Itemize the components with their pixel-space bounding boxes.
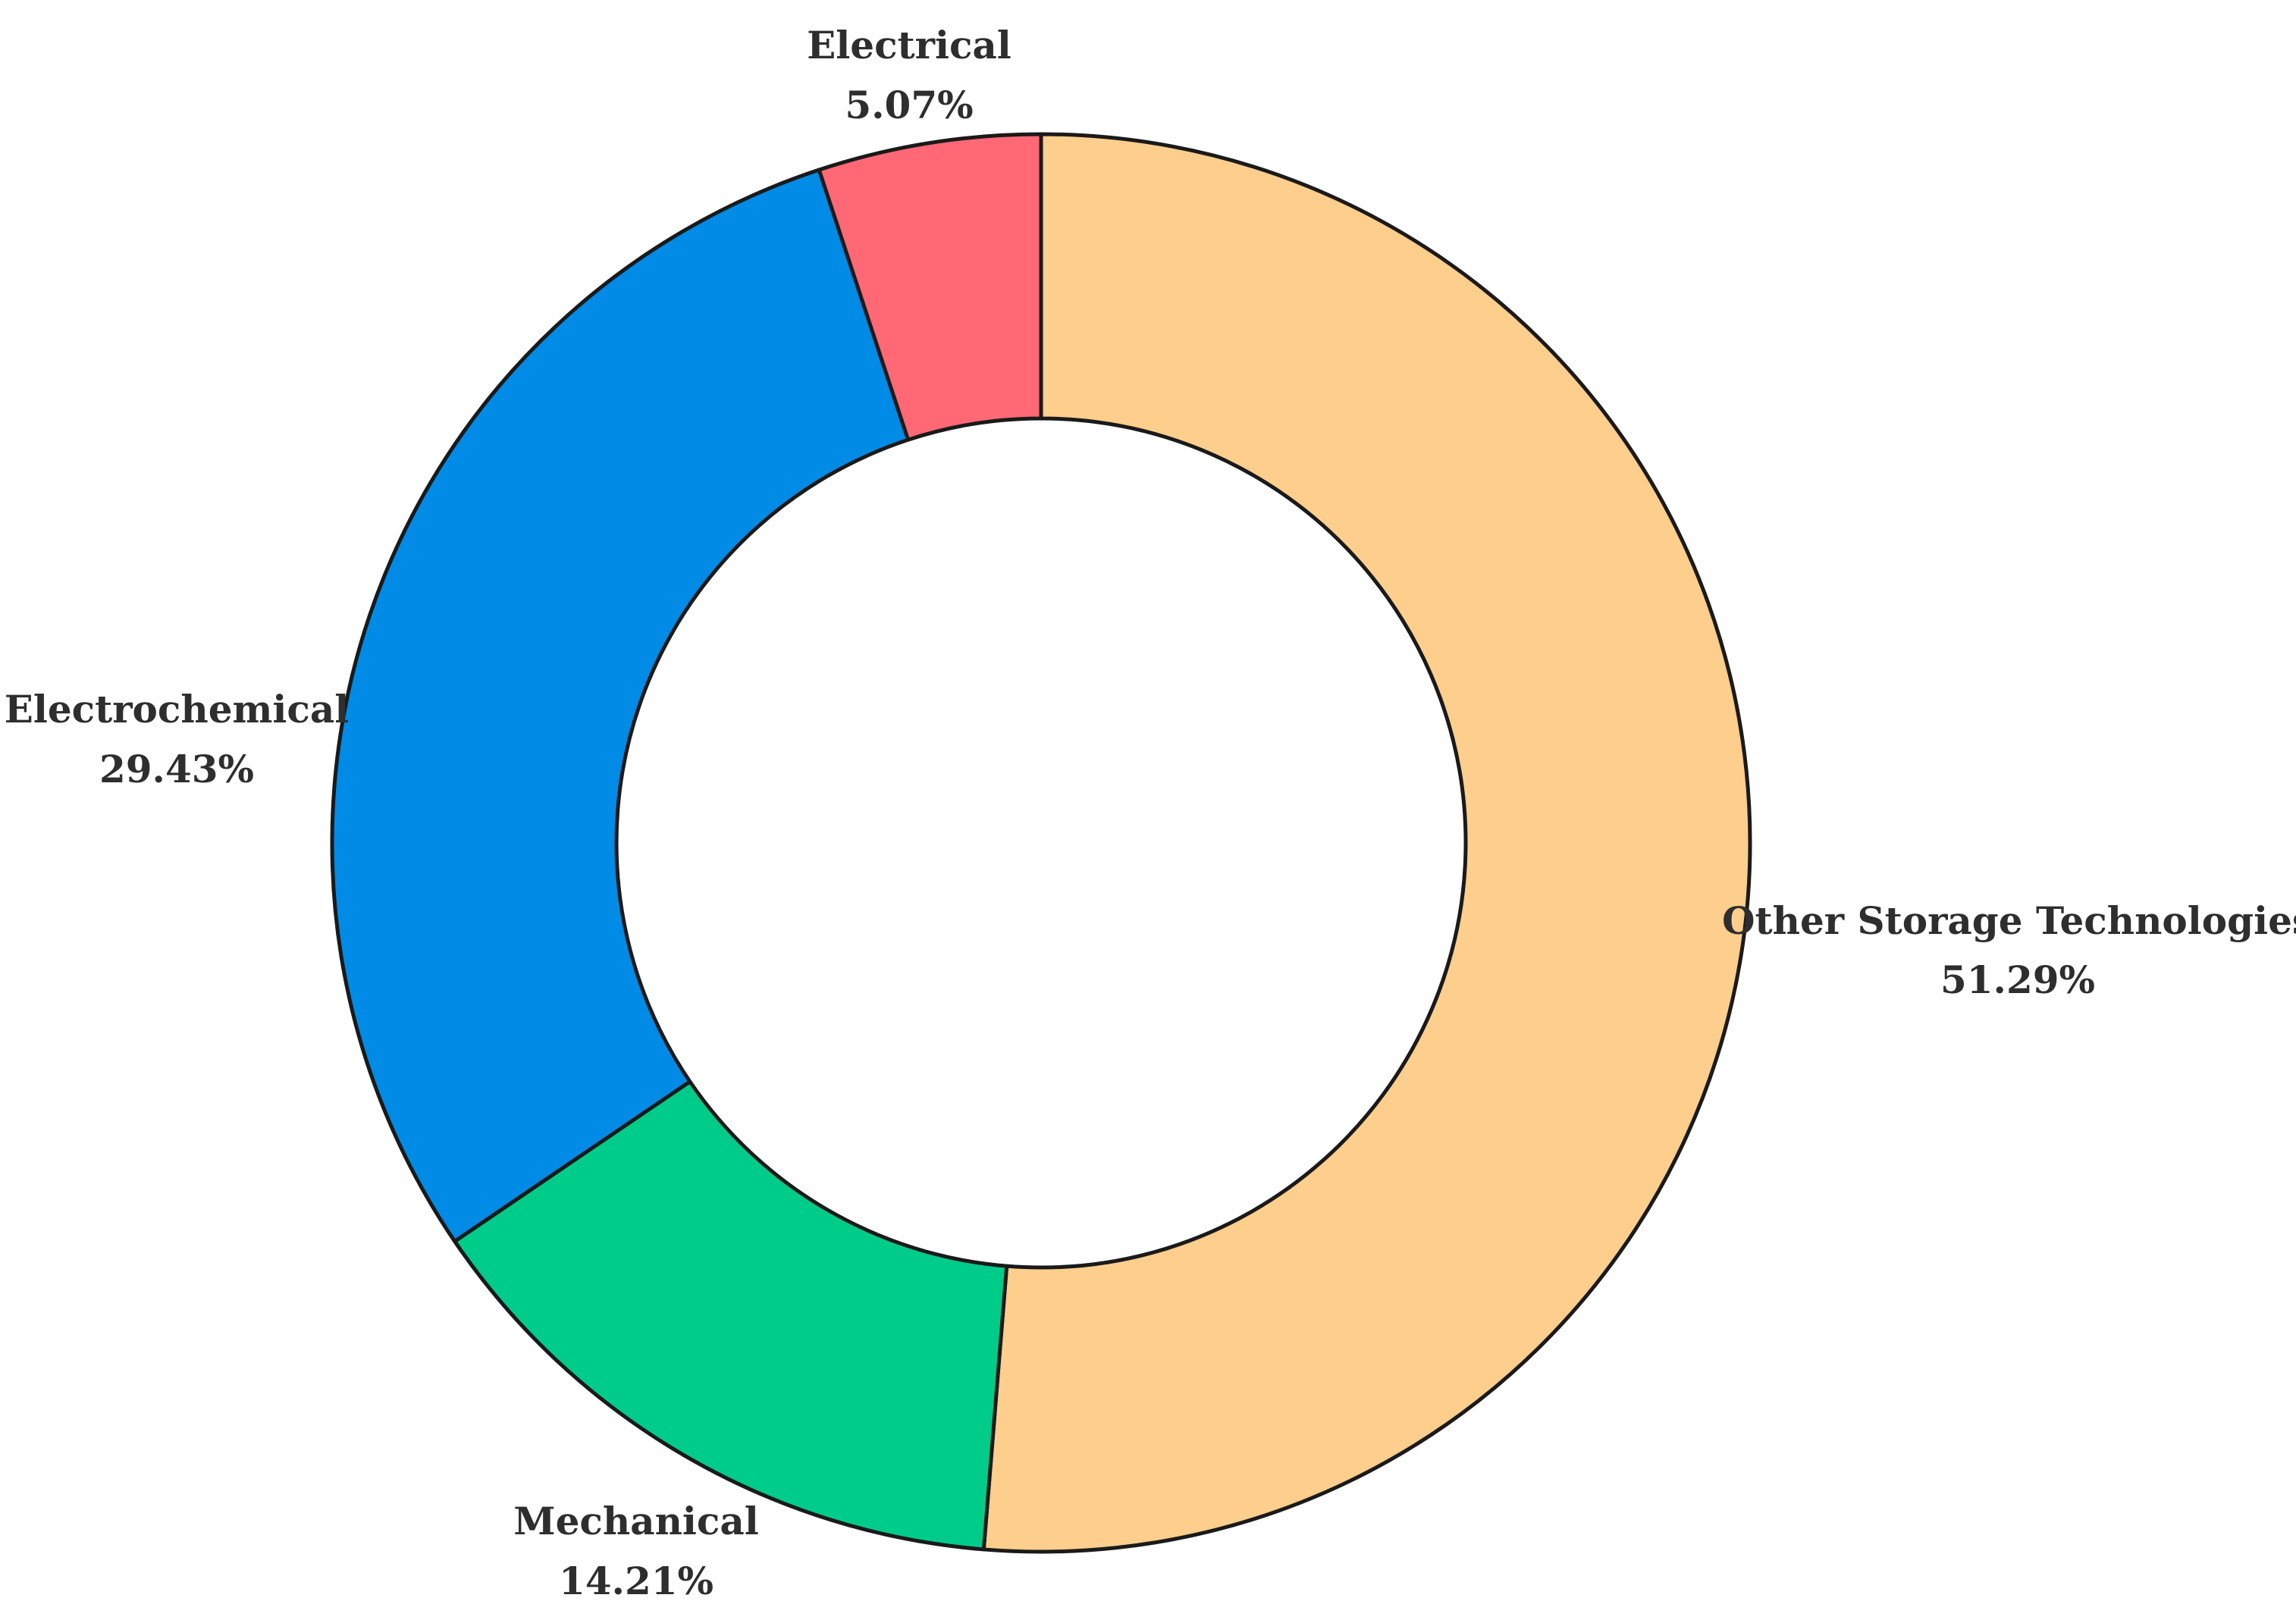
slice-other-storage-technologies — [981, 132, 1752, 1554]
slice-value-electrochemical: 29.43% — [99, 747, 254, 791]
donut-slices — [330, 132, 1752, 1554]
slice-label-mechanical: Mechanical — [513, 1499, 759, 1543]
slice-electrochemical — [330, 168, 911, 1244]
slice-value-mechanical: 14.21% — [559, 1559, 714, 1603]
slice-value-electrical: 5.07% — [845, 83, 973, 127]
slice-label-other-storage-technologies: Other Storage Technologies — [1722, 898, 2296, 943]
slice-value-other-storage-technologies: 51.29% — [1940, 957, 2095, 1002]
slice-electrical — [817, 132, 1043, 442]
slice-label-electrical: Electrical — [807, 23, 1012, 67]
slice-label-electrochemical: Electrochemical — [5, 687, 350, 732]
slice-mechanical — [453, 1079, 1009, 1552]
slice-labels: Other Storage Technologies 51.29% Mechanic… — [5, 23, 2296, 1603]
